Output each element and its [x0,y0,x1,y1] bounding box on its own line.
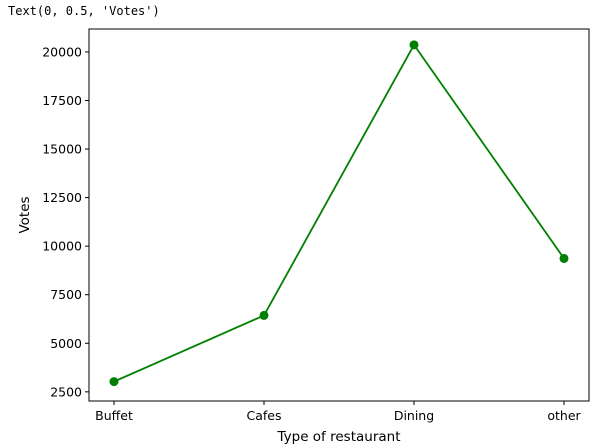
data-point-cafes [259,310,269,320]
x-axis-label: Type of restaurant [277,429,401,445]
y-tick-label: 15000 [42,142,82,157]
data-point-other [559,253,569,263]
y-tick-label: 2500 [50,384,82,399]
y-tick-label: 5000 [50,336,82,351]
x-tick-label: other [547,408,581,423]
y-axis: 2500 5000 7500 10000 12500 15000 17500 20000 [42,44,89,399]
y-tick-label: 20000 [42,44,82,59]
data-point-dining [409,40,419,50]
plot-area-frame [88,28,590,402]
y-tick-label: 7500 [50,287,82,302]
x-tick-label: Buffet [95,408,133,423]
y-axis-label: Votes [17,196,33,233]
cell-output-text: Text(0, 0.5, 'Votes') [8,4,160,18]
data-point-buffet [109,377,119,387]
x-tick-label: Dining [394,408,434,423]
y-tick-label: 12500 [42,190,82,205]
x-tick-label: Cafes [247,408,282,423]
series-layer [109,40,569,387]
series-line [113,43,565,383]
x-axis: Buffet Cafes Dining other [95,401,582,423]
y-tick-label: 17500 [42,93,82,108]
y-tick-label: 10000 [42,239,82,254]
